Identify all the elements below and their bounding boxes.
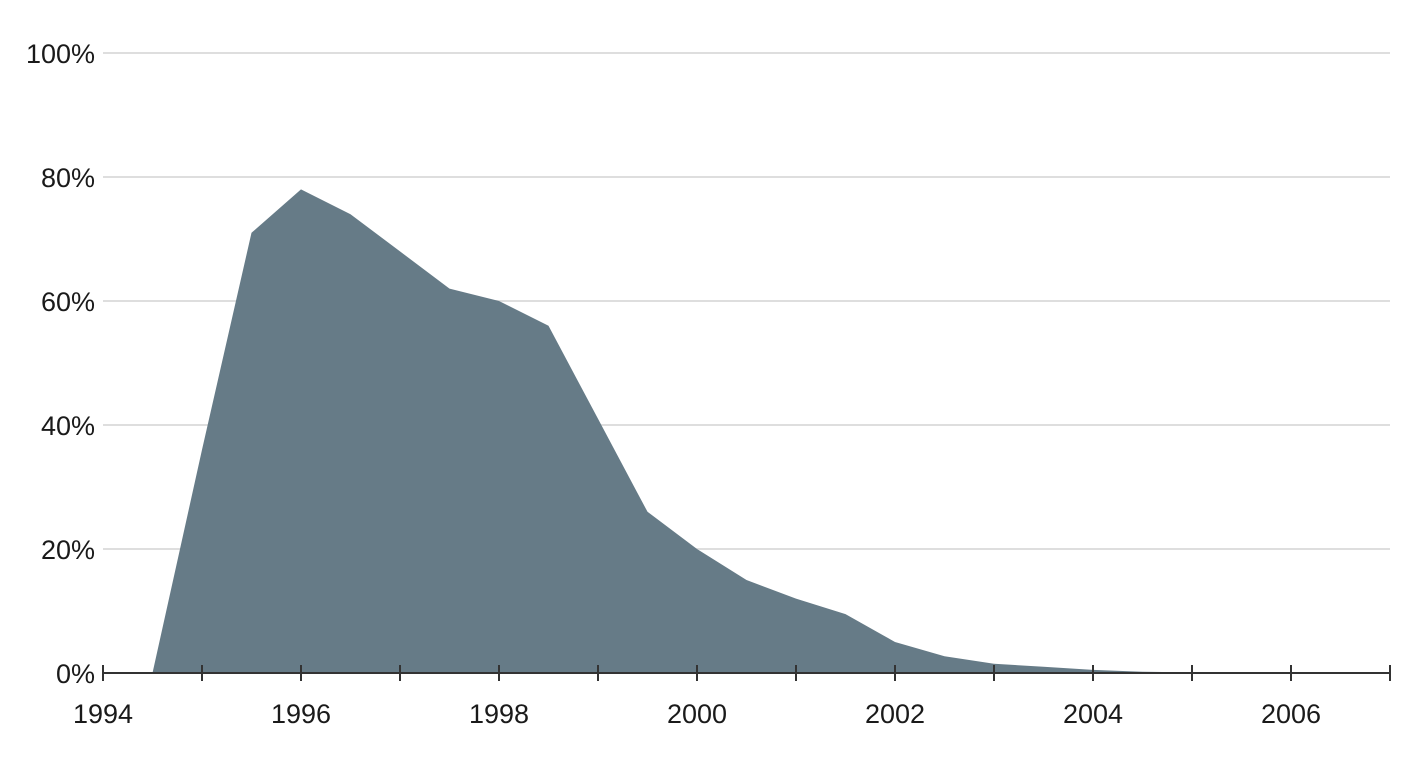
- y-tick-label: 40%: [41, 411, 95, 441]
- x-tick-label: 2004: [1063, 699, 1123, 729]
- x-tick-label: 2000: [667, 699, 727, 729]
- x-tick-label: 1994: [73, 699, 133, 729]
- y-tick-label: 80%: [41, 163, 95, 193]
- y-tick-label: 60%: [41, 287, 95, 317]
- y-axis-labels: 0% 20% 40% 60% 80% 100%: [26, 39, 95, 689]
- x-tick-label: 1998: [469, 699, 529, 729]
- x-tick-label: 2002: [865, 699, 925, 729]
- y-tick-label: 20%: [41, 535, 95, 565]
- area-series-fill: [152, 189, 1291, 673]
- y-tick-label: 100%: [26, 39, 95, 69]
- x-tick-label: 2006: [1261, 699, 1321, 729]
- plot-area: [152, 189, 1291, 673]
- x-axis: [102, 665, 1391, 681]
- x-axis-labels: 1994 1996 1998 2000 2002 2004 2006: [73, 699, 1321, 729]
- x-tick-label: 1996: [271, 699, 331, 729]
- y-tick-label: 0%: [56, 659, 95, 689]
